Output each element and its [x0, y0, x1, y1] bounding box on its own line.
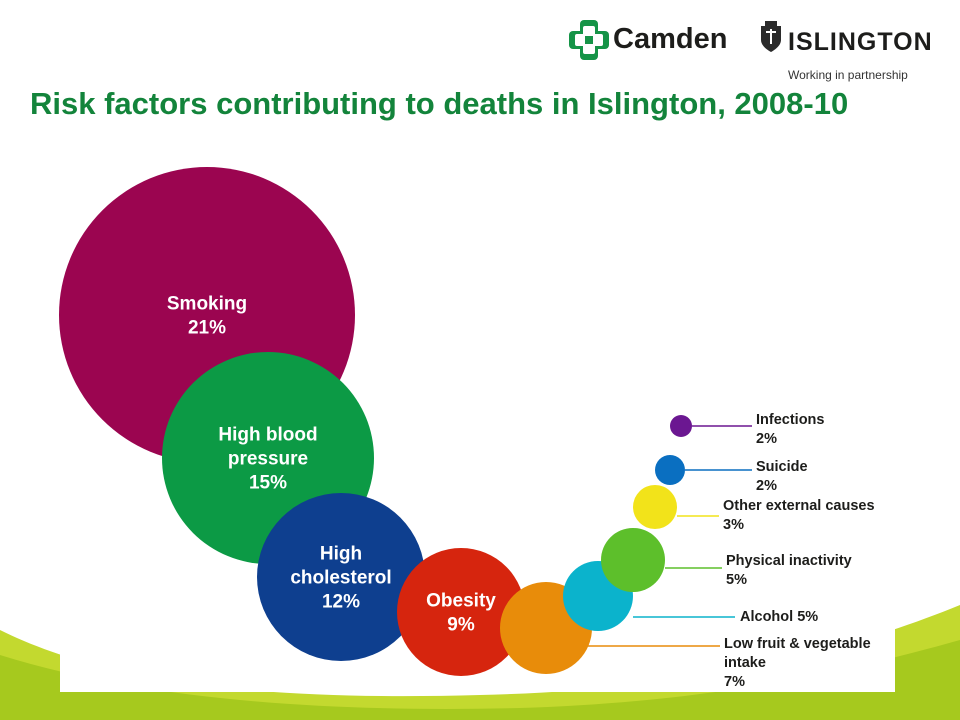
- camden-logo: [566, 18, 746, 62]
- obesity-bubble: [397, 548, 525, 676]
- high-cholesterol-bubble: [257, 493, 425, 661]
- camden-emblem-icon: [569, 20, 609, 60]
- low-fruit-vegetable-label: Low fruit & vegetable intake 7%: [724, 636, 871, 690]
- islington-wordmark: ISLINGTON: [788, 28, 933, 56]
- physical-inactivity-label: Physical inactivity 5%: [726, 553, 852, 588]
- infections-label: Infections 2%: [756, 412, 824, 447]
- camden-wordmark: Camden: [613, 23, 728, 55]
- suicide-bubble: [655, 455, 685, 485]
- partnership-tagline: Working in partnership: [788, 68, 908, 82]
- smoking-label: Smoking 21%: [167, 294, 247, 339]
- chart-title: Risk factors contributing to deaths in I…: [30, 86, 849, 121]
- other-external-causes-bubble: [633, 485, 677, 529]
- other-external-causes-label: Other external causes 3%: [723, 498, 875, 533]
- alcohol-label: Alcohol 5%: [740, 609, 818, 625]
- obesity-label: Obesity 9%: [426, 591, 496, 636]
- infections-bubble: [670, 415, 692, 437]
- high-cholesterol-label: High cholesterol 12%: [290, 544, 391, 613]
- islington-crest-icon: [761, 21, 781, 52]
- high-blood-pressure-label: High blood pressure 15%: [218, 425, 317, 494]
- suicide-label: Suicide 2%: [756, 459, 808, 494]
- physical-inactivity-bubble: [601, 528, 665, 592]
